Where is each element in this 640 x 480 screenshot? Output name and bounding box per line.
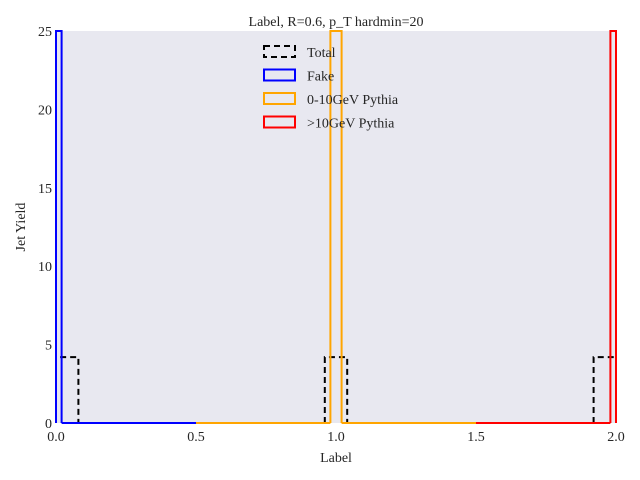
x-tick-label-2: 1.0: [327, 430, 345, 445]
legend: Total Fake 0-10GeV Pythia >10GeV Pythia: [263, 45, 399, 132]
legend-label-1: Fake: [307, 70, 334, 85]
legend-swatch-3: [263, 115, 296, 129]
y-axis-ticks: 0 5 10 15 20 25: [38, 25, 52, 432]
legend-swatch-1: [263, 68, 296, 82]
x-tick-label-3: 1.5: [467, 430, 485, 445]
y-tick-label-0: 0: [45, 417, 52, 432]
x-axis-ticks: 0.0 0.5 1.0 1.5 2.0: [47, 430, 625, 445]
legend-label-3: >10GeV Pythia: [307, 117, 395, 132]
x-tick-label-4: 2.0: [607, 430, 625, 445]
bin-total-1: [323, 356, 349, 423]
bin-0-10gev-pythia-1: [329, 30, 343, 423]
y-tick-label-5: 25: [38, 25, 52, 40]
y-tick-label-1: 5: [45, 339, 52, 354]
legend-swatch-2: [263, 92, 296, 105]
y-tick-label-4: 20: [38, 103, 52, 118]
x-axis-title: Label: [320, 451, 352, 466]
legend-swatch-0: [263, 45, 296, 58]
x-tick-label-1: 0.5: [187, 430, 205, 445]
legend-label-0: Total: [307, 46, 336, 61]
plot-background: [56, 31, 616, 423]
legend-label-2: 0-10GeV Pythia: [307, 93, 399, 108]
histogram-layer: [55, 30, 617, 424]
chart-title: Label, R=0.6, p_T hardmin=20: [249, 15, 424, 30]
y-axis-title: Jet Yield: [14, 203, 29, 252]
bin-10gev-pythia-1: [609, 30, 617, 423]
x-tick-label-0: 0.0: [47, 430, 65, 445]
y-tick-label-3: 15: [38, 182, 52, 197]
y-tick-label-2: 10: [38, 260, 52, 275]
bin-fake-0: [55, 30, 63, 423]
